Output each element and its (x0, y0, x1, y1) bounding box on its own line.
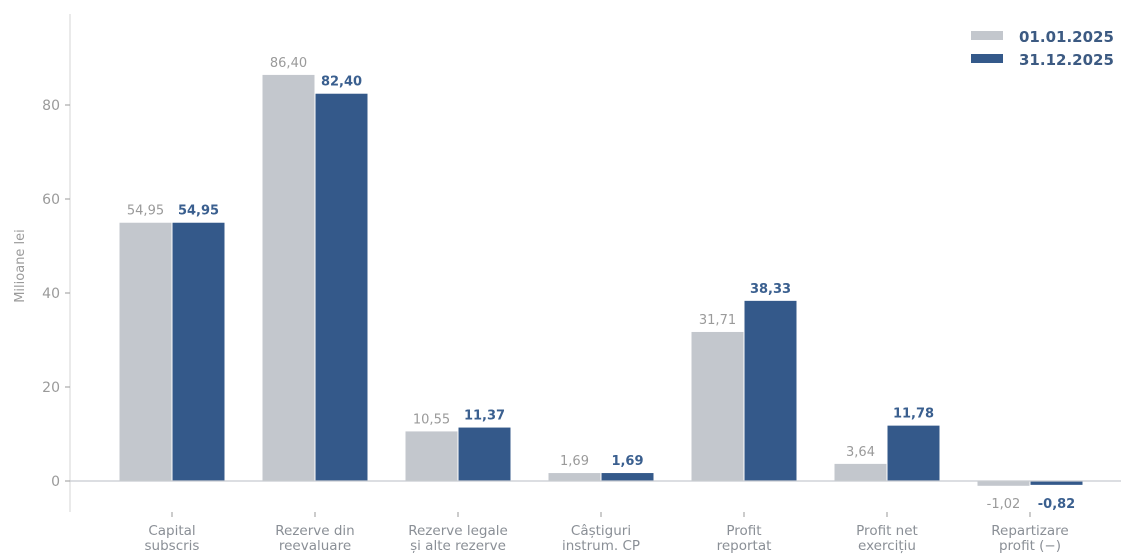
category-label-line: reportat (717, 538, 772, 554)
category-label-line: Rezerve legale (408, 523, 508, 539)
legend-label-1: 01.01.2025 (1019, 28, 1114, 46)
category-label-7: Repartizare profit (−) (991, 523, 1068, 554)
bar-end-5 (744, 300, 797, 481)
category-label-2: Rezerve din reevaluare (275, 523, 354, 554)
bar-end-4 (601, 473, 654, 481)
y-tick-label: 20 (42, 380, 60, 396)
value-label-start-1: 54,95 (127, 204, 164, 219)
category-label-3: Rezerve legale și alte rezerve (408, 523, 508, 554)
value-label-end-4: 1,69 (611, 454, 643, 469)
bars: 54,95 54,95 86,40 82,40 10,55 11,37 1,69 1,69 31… (119, 56, 1083, 512)
value-label-end-3: 11,37 (464, 409, 505, 424)
y-tick-label: 40 (42, 286, 60, 302)
category-label-line: profit (−) (999, 538, 1061, 554)
legend: 01.01.2025 31.12.2025 (971, 28, 1114, 69)
category-label-1: Capital subscris (145, 523, 200, 554)
y-tick-label: 60 (42, 192, 60, 208)
y-axis: 0 20 40 60 80 (42, 14, 71, 512)
value-label-end-5: 38,33 (750, 282, 791, 297)
bar-end-2 (315, 93, 368, 481)
value-label-end-7: -0,82 (1038, 497, 1075, 512)
bar-start-3 (405, 431, 458, 481)
category-label-line: Capital (148, 523, 195, 539)
category-label-6: Profit net exercițiu (856, 523, 918, 554)
value-label-end-2: 82,40 (321, 75, 362, 90)
bar-end-1 (172, 222, 225, 482)
y-tick-label: 80 (42, 98, 60, 114)
bar-start-4 (548, 473, 601, 481)
value-label-start-5: 31,71 (699, 313, 736, 328)
y-tick-label: 0 (51, 474, 60, 490)
category-label-line: instrum. CP (562, 538, 640, 554)
bar-start-5 (691, 331, 744, 481)
bar-start-6 (834, 463, 887, 481)
category-label-line: și alte rezerve (410, 538, 506, 554)
value-label-start-2: 86,40 (270, 56, 307, 71)
bar-start-7 (977, 481, 1030, 486)
category-label-line: Profit net (856, 523, 918, 539)
bar-end-7 (1030, 481, 1083, 485)
category-label-line: Profit (726, 523, 761, 539)
bar-start-1 (119, 222, 172, 482)
category-label-5: Profit reportat (717, 523, 772, 554)
legend-label-2: 31.12.2025 (1019, 51, 1114, 69)
category-label-line: reevaluare (279, 538, 351, 554)
value-label-end-1: 54,95 (178, 204, 219, 219)
category-label-line: exercițiu (858, 538, 916, 554)
category-label-line: Repartizare (991, 523, 1068, 539)
category-label-line: Rezerve din (275, 523, 354, 539)
y-axis-label: Milioane lei (13, 229, 28, 303)
value-label-end-6: 11,78 (893, 407, 934, 422)
legend-swatch-2 (971, 54, 1003, 63)
value-label-start-6: 3,64 (846, 445, 875, 460)
category-label-4: Câștiguri instrum. CP (562, 523, 640, 554)
bar-end-3 (458, 427, 511, 481)
value-label-start-7: -1,02 (987, 497, 1021, 512)
bar-start-2 (262, 74, 315, 482)
category-label-line: Câștiguri (571, 523, 631, 539)
value-label-start-4: 1,69 (560, 454, 589, 469)
legend-swatch-1 (971, 31, 1003, 40)
category-label-line: subscris (145, 538, 200, 554)
value-label-start-3: 10,55 (413, 412, 450, 427)
bar-end-6 (887, 425, 940, 481)
